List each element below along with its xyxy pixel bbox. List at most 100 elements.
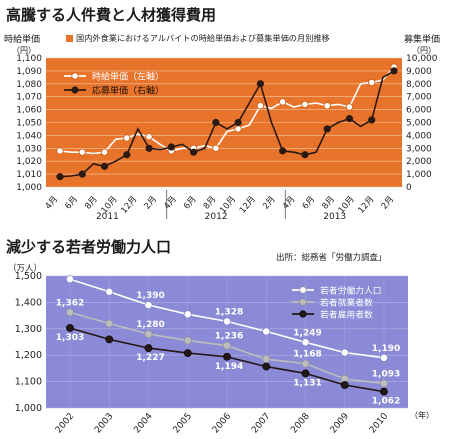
bottom-x-tick-label: 2006 bbox=[211, 411, 234, 435]
year-label: 2013 bbox=[323, 212, 346, 222]
legend-label: 時給単価（左軸） bbox=[92, 71, 164, 83]
wage-point bbox=[145, 133, 153, 141]
bottom-x-tick-label: 2008 bbox=[289, 411, 312, 435]
wage-point bbox=[279, 98, 287, 106]
bottom-series-point bbox=[340, 381, 349, 389]
legend-marker bbox=[71, 72, 79, 80]
bottom-legend-label: 若者労働力人口 bbox=[320, 285, 382, 297]
left-tick-label: 1,020 bbox=[16, 157, 42, 167]
recruit-point bbox=[368, 116, 376, 124]
bottom-series-point bbox=[380, 353, 388, 362]
left-tick-label: 1,100 bbox=[16, 54, 42, 64]
right-tick-label: 5,000 bbox=[406, 119, 432, 129]
bottom-series-point bbox=[340, 348, 349, 357]
bottom-series-point bbox=[66, 275, 74, 284]
x-tick-label: 2月 bbox=[143, 195, 160, 212]
bottom-series-point bbox=[183, 310, 192, 319]
left-axis-title: 時給単価 bbox=[4, 35, 41, 45]
wage-point bbox=[212, 144, 220, 152]
bottom-legend-label: 若者就業者数 bbox=[320, 297, 373, 309]
bottom-data-label: 1,093 bbox=[372, 369, 400, 379]
bottom-data-label: 1,390 bbox=[136, 291, 164, 301]
right-tick-label: 4,000 bbox=[406, 131, 432, 141]
bottom-x-tick-label: 2009 bbox=[329, 411, 352, 435]
wage-point bbox=[234, 125, 242, 133]
bottom-chart-source: 出所：総務省「労働力調査」 bbox=[276, 253, 387, 263]
bottom-y-tick-label: 1,100 bbox=[15, 377, 42, 388]
recruit-point bbox=[145, 144, 153, 152]
bottom-x-tick-label: 2010 bbox=[368, 411, 391, 435]
wage-point bbox=[345, 103, 354, 111]
right-tick-label: 10,000 bbox=[406, 54, 438, 64]
bottom-data-label: 1,168 bbox=[293, 350, 321, 360]
bottom-legend-marker bbox=[299, 310, 307, 318]
wage-point bbox=[256, 102, 264, 110]
left-tick-label: 1,090 bbox=[16, 67, 42, 77]
left-tick-label: 1,010 bbox=[16, 170, 42, 180]
x-tick-label: 2月 bbox=[261, 195, 278, 212]
x-tick-label: 2月 bbox=[380, 195, 397, 212]
right-tick-label: 2,000 bbox=[406, 157, 432, 167]
bottom-y-tick-label: 1,500 bbox=[15, 271, 42, 282]
bottom-series-point bbox=[223, 352, 231, 361]
left-axis-unit: （円） bbox=[12, 46, 36, 55]
bottom-data-label: 1,488 bbox=[56, 265, 84, 275]
bottom-y-tick-label: 1,200 bbox=[15, 350, 42, 361]
x-tick-label: 12月 bbox=[238, 195, 258, 216]
x-tick-label: 4月 bbox=[162, 195, 179, 212]
bottom-data-label: 1,194 bbox=[215, 362, 243, 372]
right-tick-label: 0 bbox=[406, 183, 412, 193]
bottom-x-tick-label: 2004 bbox=[132, 411, 155, 435]
right-axis-unit: （円） bbox=[412, 46, 436, 55]
recruit-point bbox=[345, 115, 354, 123]
bottom-series-point bbox=[183, 349, 192, 357]
bottom-series-point bbox=[66, 308, 74, 317]
bottom-legend-marker bbox=[299, 298, 307, 306]
left-tick-label: 1,070 bbox=[16, 93, 42, 103]
recruit-point bbox=[390, 67, 398, 75]
bottom-series-point bbox=[223, 317, 231, 326]
x-tick-label: 4月 bbox=[44, 195, 61, 212]
recruit-point bbox=[167, 143, 175, 151]
bottom-series-point bbox=[380, 387, 388, 396]
right-tick-label: 1,000 bbox=[406, 170, 432, 180]
bottom-series-point bbox=[66, 324, 74, 332]
bottom-series-point bbox=[301, 338, 310, 347]
x-tick-label: 6月 bbox=[301, 195, 318, 212]
subtitle-marker-icon bbox=[66, 34, 73, 42]
top-chart-title: 高騰する人件費と人材獲得費用 bbox=[6, 6, 217, 24]
bottom-data-label: 1,280 bbox=[136, 320, 164, 330]
right-tick-label: 3,000 bbox=[406, 144, 432, 154]
right-tick-label: 8,000 bbox=[406, 80, 432, 90]
bottom-x-tick-label: 2002 bbox=[54, 412, 76, 436]
wage-point bbox=[123, 134, 131, 142]
bottom-series-point bbox=[301, 359, 310, 368]
x-tick-label: 4月 bbox=[281, 195, 298, 212]
right-tick-label: 9,000 bbox=[406, 67, 432, 77]
recruit-point bbox=[212, 118, 220, 127]
recruit-point bbox=[234, 118, 242, 127]
bottom-x-tick-label: 2003 bbox=[93, 412, 115, 436]
wage-point bbox=[56, 147, 64, 155]
x-tick-label: 8月 bbox=[202, 195, 219, 212]
series-line-recruit bbox=[59, 70, 395, 178]
recruit-point bbox=[123, 151, 131, 159]
bottom-series-point bbox=[223, 341, 231, 350]
bottom-series-point bbox=[301, 369, 310, 378]
bottom-series-point bbox=[262, 362, 271, 371]
x-tick-label: 6月 bbox=[63, 195, 80, 212]
bottom-data-label: 1,236 bbox=[215, 332, 243, 342]
legend-marker bbox=[71, 86, 79, 94]
bottom-series-point bbox=[144, 330, 153, 338]
bottom-y-tick-label: 1,400 bbox=[15, 297, 42, 308]
bottom-data-label: 1,303 bbox=[56, 333, 84, 343]
year-label: 2011 bbox=[96, 212, 119, 222]
bottom-data-label: 1,362 bbox=[56, 298, 84, 308]
bottom-legend-marker bbox=[299, 286, 307, 294]
recruit-point bbox=[190, 148, 198, 156]
left-tick-label: 1,030 bbox=[16, 144, 42, 154]
right-tick-label: 7,000 bbox=[406, 93, 432, 103]
bottom-series-point bbox=[105, 287, 114, 296]
recruit-point bbox=[279, 147, 287, 155]
